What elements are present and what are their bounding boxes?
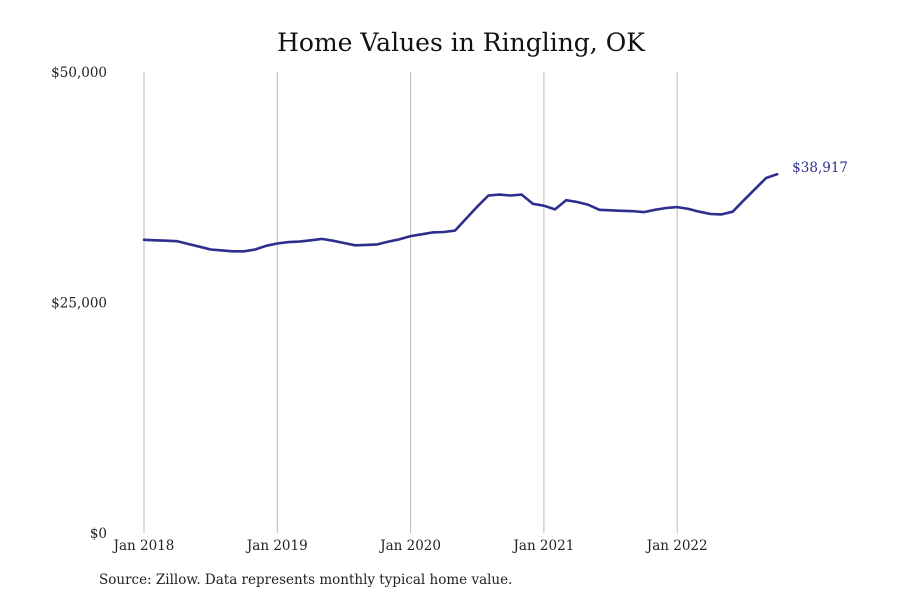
x-tick-label-2018: Jan 2018 [112,538,175,554]
y-axis-tick-labels: $0 $25,000 $50,000 [51,65,107,542]
series-line-group [142,172,779,253]
x-tick-label-2019: Jan 2019 [245,538,308,554]
x-tick-label-2020: Jan 2020 [378,538,441,554]
y-tick-label-25000: $25,000 [51,296,107,312]
source-note: Source: Zillow. Data represents monthly … [99,572,513,588]
vertical-gridlines [143,72,678,533]
x-tick-label-2021: Jan 2021 [511,538,574,554]
x-axis-tick-labels: Jan 2018 Jan 2019 Jan 2020 Jan 2021 Jan 2022 [112,538,708,554]
last-value-label: $38,917 [792,160,848,176]
x-tick-label-2022: Jan 2022 [645,538,708,554]
home-value-series-line [142,172,779,253]
y-tick-label-50000: $50,000 [51,65,107,81]
chart-title: Home Values in Ringling, OK [277,28,646,57]
y-tick-label-0: $0 [90,526,107,542]
last-value-label-group: $38,917 [792,160,848,176]
